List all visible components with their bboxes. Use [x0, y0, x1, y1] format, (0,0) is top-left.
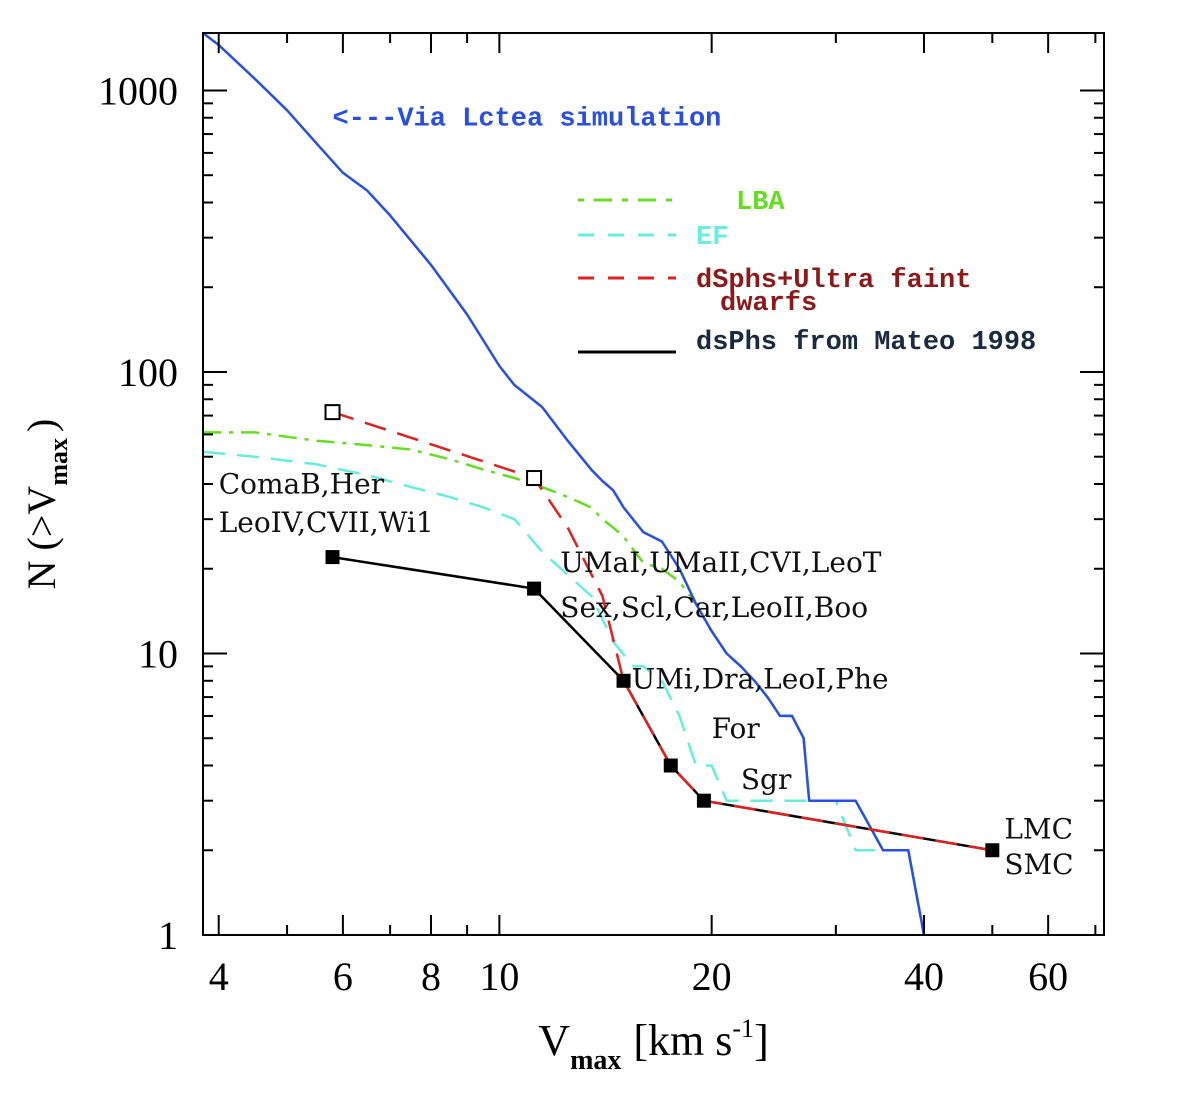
annotation-lmc: LMC: [1004, 813, 1073, 846]
x-tick-label: 4: [209, 954, 229, 999]
ultra-faint-point: [526, 470, 543, 487]
series-dsphs-ultra-faint-dwarfs: [332, 410, 993, 852]
mateo-point: [985, 843, 1000, 858]
series-layer: [202, 32, 993, 936]
x-tick-label: 8: [421, 954, 441, 999]
legend-label-dsphs-ultra-faint: dSphs+Ultra faint: [696, 266, 971, 296]
legend-label-lba: LBA: [736, 188, 785, 218]
tick-label-layer: 4 6 8 10 20 40 60 1 10 100 1000: [98, 68, 1068, 999]
annotation-comab-her: ComaB,Her: [219, 468, 385, 501]
mateo-point: [696, 793, 711, 808]
marker-layer: [324, 404, 1000, 858]
y-axis-label-sub: max: [44, 438, 73, 486]
y-tick-label: 10: [138, 631, 178, 676]
y-tick-label: 1: [158, 913, 178, 958]
y-tick-label: 1000: [98, 68, 178, 113]
annotation-umi-dra: UMi,Dra,LeoI,Phe: [632, 663, 889, 696]
annotation-via-lactea-label: <---Via Lctea simulation: [333, 105, 722, 135]
series-via-lctea-simulation: [202, 32, 926, 936]
mateo-point: [527, 581, 542, 596]
x-axis-label-unit: [km s: [633, 1016, 732, 1065]
ultra-faint-point: [324, 404, 341, 421]
annotation-layer: <---Via Lctea simulation ComaB,Her LeoIV,C…: [219, 105, 1074, 881]
x-axis-label-exp: -1: [732, 1014, 754, 1043]
x-tick-label: 6: [333, 954, 353, 999]
y-axis-label-main: N (>V: [19, 486, 64, 590]
x-tick-label: 40: [904, 954, 944, 999]
x-tick-label: 60: [1028, 954, 1068, 999]
annotation-for: For: [712, 712, 761, 745]
mateo-point: [616, 673, 631, 688]
mateo-point: [663, 758, 678, 773]
annotation-sex-scl: Sex,Scl,Car,LeoII,Boo: [560, 591, 868, 624]
annotation-smc: SMC: [1004, 848, 1073, 881]
y-axis-label: N (>Vmax): [19, 419, 73, 590]
x-tick-label: 20: [692, 954, 732, 999]
x-axis-label: Vmax [km s-1]: [538, 1014, 768, 1076]
tick-layer: [203, 33, 1104, 936]
legend-label-ef: EF: [696, 223, 728, 253]
mateo-point: [325, 550, 340, 565]
legend-label-dsphs-from-mateo-1998: dsPhs from Mateo 1998: [696, 328, 1036, 358]
x-tick-label: 10: [479, 954, 519, 999]
annotation-sgr: Sgr: [741, 763, 792, 796]
legend-label-line2: dwarfs: [720, 289, 817, 319]
annotation-umai-umaii: UMaI,UMaII,CVI,LeoT: [560, 546, 882, 579]
x-axis-label-sub: max: [570, 1045, 621, 1076]
y-tick-label: 100: [118, 350, 178, 395]
annotation-leoiv-cvii-wi1: LeoIV,CVII,Wi1: [219, 506, 434, 539]
x-axis-label-close: ]: [754, 1016, 769, 1065]
y-axis-label-close: ): [19, 419, 64, 432]
x-axis-label-main: V: [538, 1016, 570, 1065]
